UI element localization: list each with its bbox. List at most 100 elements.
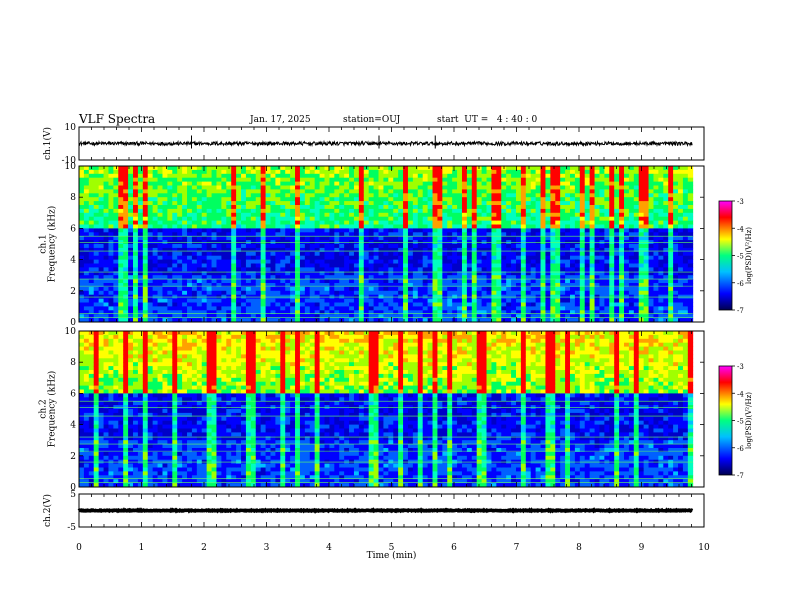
- spectrogram-cell: [226, 283, 232, 288]
- spectrogram-cell: [658, 283, 664, 288]
- spectrogram-cell: [378, 224, 384, 229]
- spectrogram-cell: [520, 201, 527, 206]
- spectrogram-cell: [260, 279, 266, 284]
- spectrogram-cell: [673, 306, 679, 311]
- spectrogram-cell: [520, 251, 527, 257]
- spectrogram-cell: [206, 298, 212, 303]
- spectrogram-cell: [530, 228, 537, 233]
- spectrogram-cell: [407, 306, 414, 311]
- spectrogram-cell: [172, 173, 178, 179]
- spectrogram-cell: [417, 201, 424, 206]
- spectrogram-cell: [236, 275, 242, 280]
- spectrogram-cell: [599, 208, 605, 214]
- spectrogram-cell: [388, 189, 394, 194]
- spectrogram-cell: [393, 169, 399, 175]
- spectrogram-cell: [594, 208, 600, 214]
- spectrogram-cell: [481, 279, 487, 284]
- spectrogram-cell: [353, 255, 360, 260]
- spectrogram-cell: [245, 318, 252, 323]
- spectrogram-cell: [314, 314, 320, 319]
- spectrogram-cell: [231, 279, 237, 284]
- spectrogram-cell: [241, 263, 247, 268]
- spectrogram-cell: [501, 208, 507, 214]
- spectrogram-cell: [275, 290, 281, 296]
- spectrogram-cell: [471, 314, 478, 319]
- spectrogram-cell: [653, 228, 659, 233]
- spectrogram-cell: [211, 185, 217, 190]
- spectrogram-cell: [88, 224, 95, 229]
- spectrogram-cell: [383, 267, 389, 272]
- spectrogram-cell: [211, 247, 217, 253]
- spectrogram-cell: [368, 212, 374, 218]
- spectrogram-cell: [550, 208, 556, 214]
- spectrogram-cell: [388, 212, 394, 218]
- spectrogram-cell: [589, 216, 595, 221]
- spectrogram-cell: [574, 197, 581, 202]
- spectrogram-cell: [142, 267, 149, 272]
- spectrogram-cell: [437, 166, 443, 171]
- spectrogram-cell: [265, 220, 271, 225]
- spectrogram-cell: [540, 318, 546, 323]
- spectrogram-cell: [290, 290, 296, 296]
- spectrogram-cell: [250, 302, 257, 307]
- spectrogram-cell: [191, 173, 198, 179]
- spectrogram-cell: [457, 271, 463, 276]
- spectrogram-cell: [648, 290, 654, 296]
- spectrogram-cell: [624, 197, 630, 202]
- spectrogram-cell: [299, 208, 306, 214]
- spectrogram-cell: [285, 232, 291, 237]
- spectrogram-cell: [466, 197, 473, 202]
- spectrogram-cell: [353, 251, 360, 257]
- spectrogram-cell: [560, 208, 566, 214]
- spectrogram-cell: [79, 169, 85, 175]
- spectrogram-cell: [378, 310, 384, 315]
- spectrogram-cell: [334, 232, 340, 237]
- spectrogram-cell: [260, 205, 266, 210]
- spectrogram-cell: [314, 220, 320, 225]
- spectrogram-cell: [221, 271, 227, 276]
- spectrogram-cell: [304, 318, 311, 323]
- spectrogram-cell: [412, 173, 419, 179]
- spectrogram-cell: [290, 306, 296, 311]
- spectrogram-cell: [614, 306, 620, 311]
- spectrogram-cell: [545, 181, 551, 186]
- spectrogram-cell: [584, 205, 591, 210]
- spectrogram-cell: [206, 283, 212, 288]
- spectrogram-cell: [540, 201, 546, 206]
- spectrogram-cell: [599, 228, 605, 233]
- spectrogram-cell: [579, 298, 586, 303]
- spectrogram-cell: [79, 302, 85, 307]
- spectrogram-cell: [422, 251, 429, 257]
- spectrogram-cell: [314, 310, 320, 315]
- spectrogram-cell: [187, 177, 193, 182]
- spectrogram-cell: [511, 177, 517, 182]
- spectrogram-cell: [196, 185, 203, 190]
- spectrogram-cell: [113, 189, 119, 194]
- spectrogram-cell: [290, 275, 296, 280]
- spectrogram-cell: [162, 228, 168, 233]
- spectrogram-cell: [177, 271, 183, 276]
- spectrogram-cell: [304, 197, 311, 202]
- spectrogram-cell: [422, 279, 429, 284]
- spectrogram-cell: [540, 279, 546, 284]
- spectrogram-cell: [442, 216, 448, 221]
- spectrogram-cell: [648, 173, 654, 179]
- spectrogram-cell: [142, 169, 149, 175]
- spectrogram-cell: [653, 251, 659, 257]
- spectrogram-cell: [172, 201, 178, 206]
- spectrogram-cell: [407, 259, 414, 264]
- spectrogram-cell: [496, 181, 502, 186]
- spectrogram-cell: [594, 228, 600, 233]
- spectrogram-cell: [466, 247, 473, 253]
- spectrogram-cell: [599, 302, 605, 307]
- spectrogram-cell: [648, 236, 654, 241]
- spectrogram-cell: [403, 275, 409, 280]
- spectrogram-cell: [604, 208, 610, 214]
- spectrogram-cell: [648, 189, 654, 194]
- spectrogram-cell: [157, 255, 163, 260]
- spectrogram-cell: [206, 166, 212, 171]
- spectrogram-cell: [550, 271, 556, 276]
- spectrogram-cell: [619, 201, 625, 206]
- spectrogram-cell: [334, 271, 340, 276]
- spectrogram-cell: [599, 283, 605, 288]
